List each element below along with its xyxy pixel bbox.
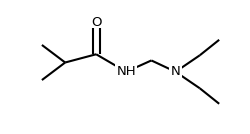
Text: NH: NH (116, 65, 136, 78)
Text: O: O (91, 16, 102, 29)
Text: N: N (171, 65, 180, 78)
